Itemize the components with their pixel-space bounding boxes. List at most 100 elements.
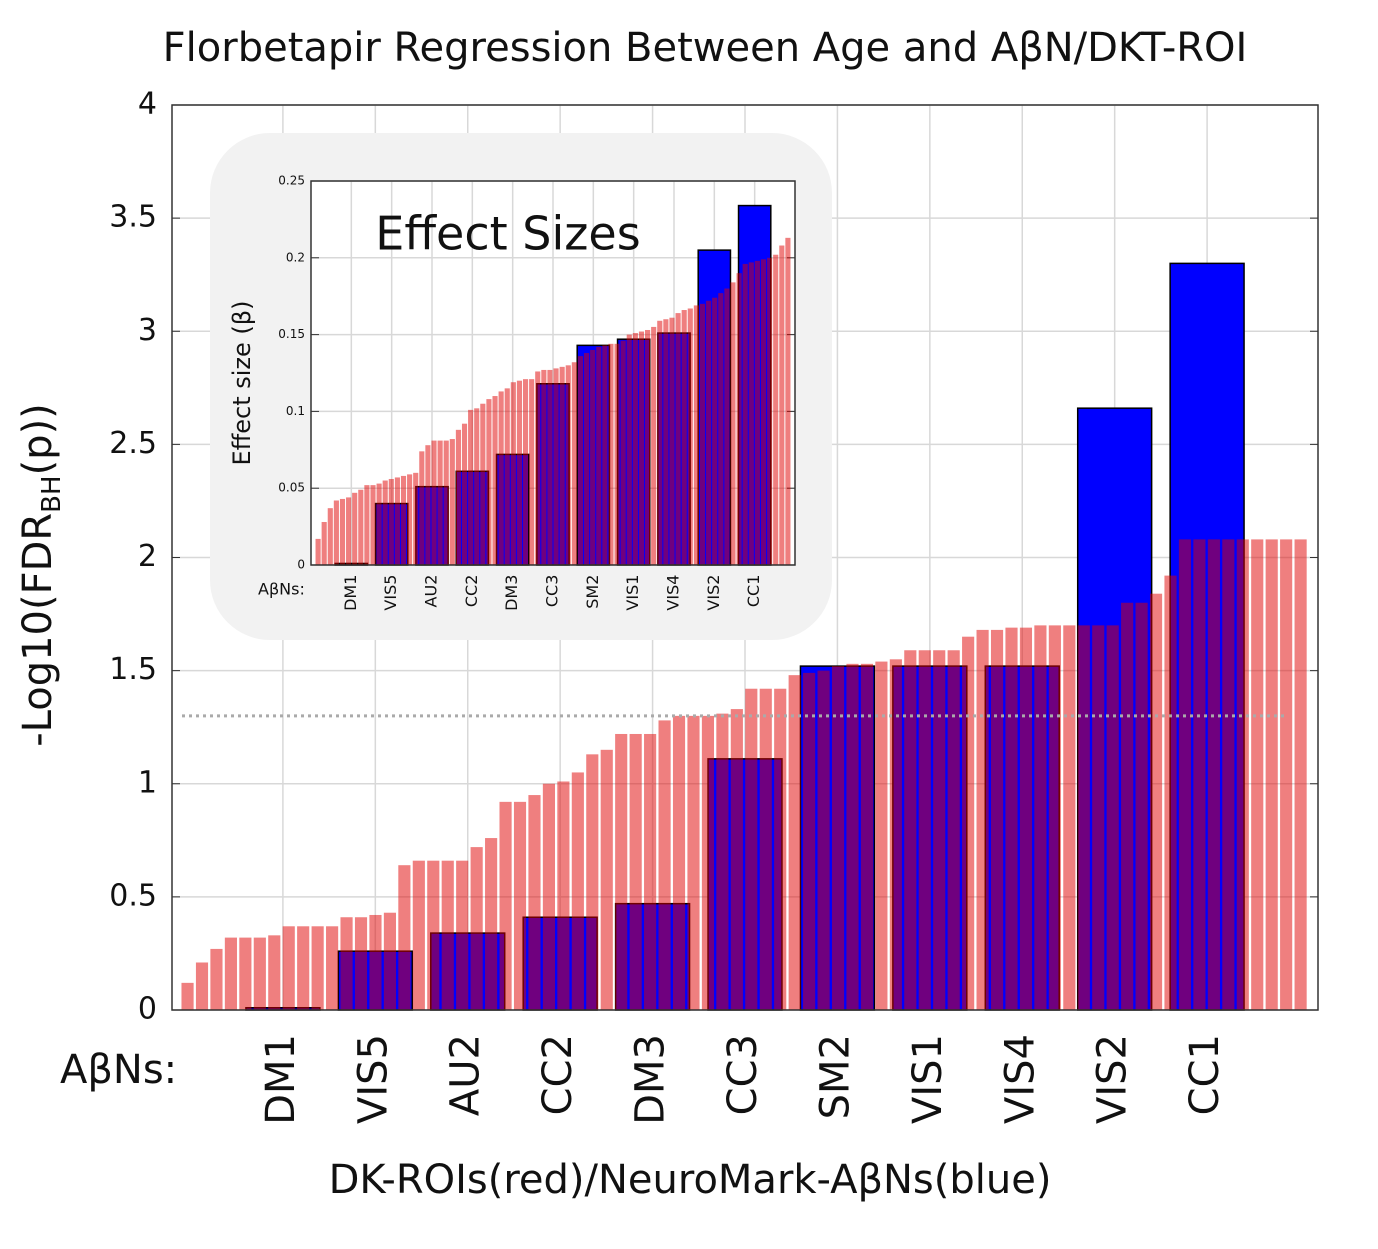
y-tick-label: 0.15 — [278, 327, 305, 341]
roi-bar — [1063, 625, 1076, 1010]
roi-bar — [1149, 593, 1163, 1010]
roi-bar — [608, 343, 614, 565]
roi-bar — [557, 781, 570, 1010]
y-tick-label: 2 — [138, 539, 157, 574]
roi-bar — [504, 388, 510, 565]
roi-bar — [663, 319, 669, 565]
roi-bar — [846, 663, 859, 1010]
roi-bar — [443, 440, 449, 565]
y-tick-label: 3.5 — [109, 200, 157, 235]
roi-bar — [394, 477, 400, 565]
roi-bar — [614, 343, 620, 565]
y-tick-label: 0 — [297, 558, 305, 572]
roi-bar — [268, 935, 281, 1010]
roi-bar — [253, 937, 266, 1010]
x-tick-label: SM2 — [583, 575, 602, 609]
roi-bar — [528, 795, 541, 1010]
roi-bar — [358, 489, 364, 565]
roi-bar — [499, 801, 512, 1010]
roi-bar — [485, 838, 498, 1010]
roi-bar — [712, 297, 718, 565]
roi-bar — [875, 661, 888, 1010]
roi-bar — [480, 403, 486, 565]
category-label: AβNs: — [60, 1047, 177, 1093]
x-tick-label: DM3 — [628, 1034, 674, 1125]
roi-bar — [400, 475, 407, 565]
roi-bar — [889, 659, 902, 1010]
roi-bar — [681, 310, 687, 565]
roi-bar — [553, 368, 559, 565]
roi-bar — [474, 408, 480, 565]
x-tick-label: CC3 — [720, 1034, 766, 1115]
roi-bar — [565, 365, 571, 565]
x-tick-label: VIS4 — [664, 575, 683, 611]
roi-bar — [745, 688, 758, 1010]
roi-bar — [425, 445, 431, 565]
roi-bar — [1092, 625, 1105, 1010]
x-tick-label: VIS5 — [350, 1034, 396, 1124]
roi-bar — [718, 293, 724, 565]
roi-bar — [831, 666, 845, 1010]
roi-bar — [571, 362, 577, 565]
roi-bar — [1178, 539, 1192, 1010]
roi-bar — [516, 380, 523, 565]
x-tick-label: VIS1 — [623, 575, 642, 611]
roi-bar — [638, 331, 645, 565]
axis-box — [171, 104, 1319, 1011]
roi-bar — [672, 715, 686, 1010]
roi-bar — [498, 391, 504, 565]
roi-bar — [706, 300, 712, 565]
roi-bar — [470, 847, 483, 1010]
roi-bar — [364, 485, 370, 565]
roi-bar — [976, 629, 989, 1010]
roi-bar — [419, 451, 425, 565]
roi-bar — [486, 399, 492, 565]
roi-bar — [687, 715, 700, 1010]
roi-bar — [583, 353, 590, 565]
roi-bar — [933, 650, 946, 1010]
x-tick-label: VIS4 — [997, 1034, 1043, 1124]
roi-bar — [577, 356, 584, 565]
roi-bar — [522, 379, 529, 565]
roi-bar — [742, 263, 748, 565]
roi-bar — [620, 340, 626, 565]
roi-bar — [407, 474, 413, 565]
roi-bar — [431, 440, 437, 565]
y-tick-label: 3 — [138, 313, 157, 348]
roi-bar — [510, 382, 516, 565]
roi-bar — [716, 713, 729, 1010]
roi-bar — [1121, 602, 1134, 1010]
roi-bar — [1236, 539, 1249, 1010]
roi-bar — [1106, 625, 1119, 1010]
roi-bar — [788, 675, 801, 1010]
roi-bar — [990, 629, 1004, 1010]
axis-box — [310, 180, 796, 566]
roi-bar — [626, 334, 632, 565]
roi-bar — [239, 937, 252, 1010]
roi-bar — [693, 305, 699, 565]
roi-bar — [632, 333, 638, 565]
roi-bar — [724, 288, 730, 565]
roi-bar — [492, 396, 498, 565]
roi-bar — [615, 733, 628, 1010]
roi-bar — [398, 865, 411, 1010]
roi-bar — [461, 423, 468, 565]
roi-bar — [559, 366, 565, 565]
roi-bar — [629, 733, 642, 1010]
roi-bar — [1164, 575, 1177, 1010]
roi-bar — [918, 650, 931, 1010]
roi-bar — [376, 483, 382, 565]
roi-bar — [383, 912, 396, 1010]
roi-bar — [748, 262, 754, 565]
roi-bar — [860, 663, 874, 1010]
roi-bar — [730, 709, 743, 1010]
roi-bar — [529, 379, 535, 565]
roi-bar — [1005, 627, 1018, 1010]
roi-bar — [779, 245, 785, 565]
roi-bar — [760, 259, 767, 565]
roi-bar — [754, 260, 760, 565]
roi-bar — [321, 521, 327, 565]
roi-bar — [669, 317, 675, 565]
roi-bar — [354, 917, 368, 1010]
y-tick-label: 0 — [138, 992, 157, 1027]
